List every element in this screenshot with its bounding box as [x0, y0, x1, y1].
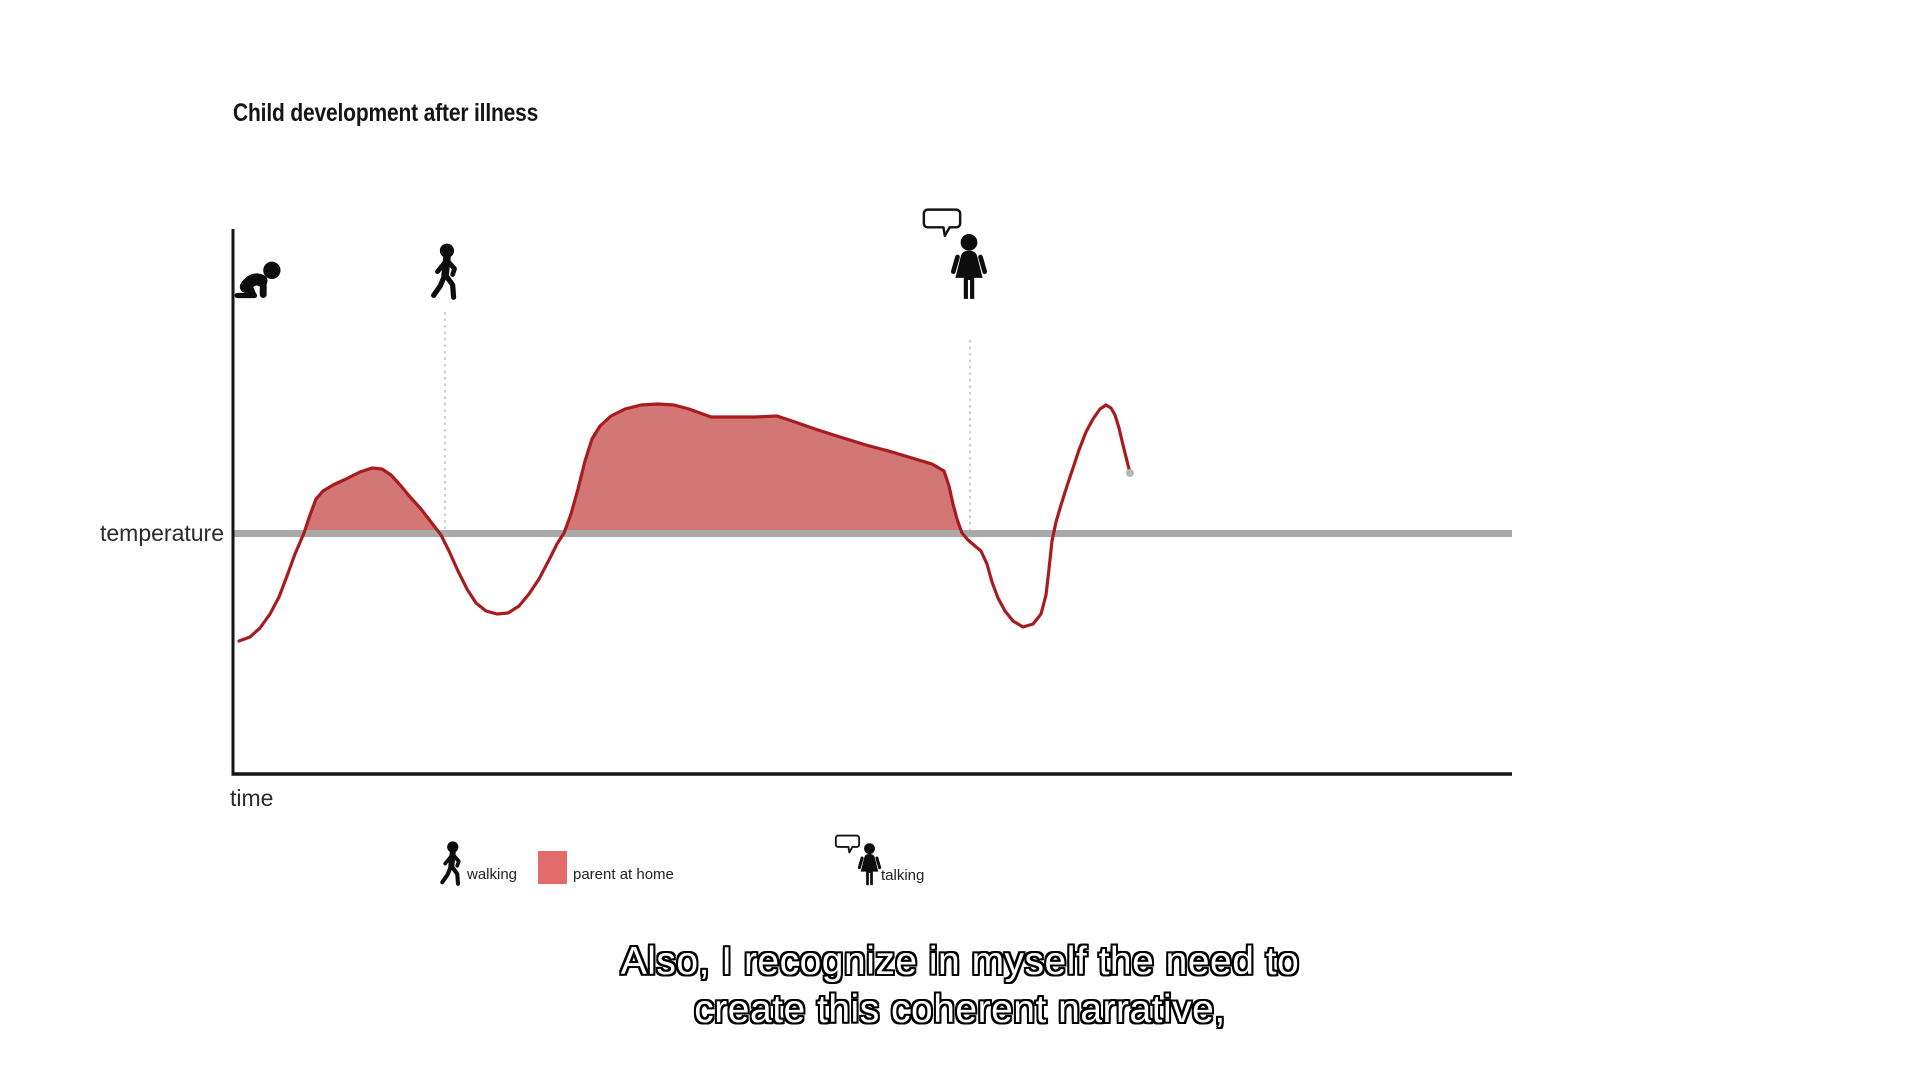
- speech-bubble-icon: [921, 207, 963, 240]
- y-axis-label: temperature: [99, 520, 224, 546]
- legend-person-talking-icon: [856, 843, 883, 888]
- legend-talking-label: talking: [881, 867, 925, 884]
- person-walking-icon: [427, 243, 465, 304]
- legend-parent-at-home-label: parent at home: [573, 866, 674, 883]
- x-axis-label: time: [230, 785, 274, 811]
- baby-crawling-icon: [232, 258, 284, 300]
- curve-layer: [237, 402, 1134, 643]
- fills-layer: [304, 404, 962, 535]
- temperature-curve: [237, 402, 1132, 643]
- subtitle-line-2: create this coherent narrative,: [694, 988, 1226, 1031]
- legend-speech-bubble-icon: [834, 834, 861, 855]
- subtitle-line-1: Also, I recognize in myself the need to: [620, 940, 1300, 983]
- parent-at-home-region: [304, 468, 441, 535]
- subtitle-captions: Also, I recognize in myself the need to …: [0, 938, 1920, 1034]
- legend-walking-icon: [437, 841, 467, 889]
- legend-walking-label: walking: [467, 866, 518, 883]
- parent-at-home-region: [564, 404, 962, 533]
- parent-at-home-swatch: [538, 851, 567, 884]
- curve-end-dot: [1126, 469, 1134, 477]
- person-talking-icon: [948, 234, 990, 303]
- chart-title: Child development after illness: [233, 99, 539, 127]
